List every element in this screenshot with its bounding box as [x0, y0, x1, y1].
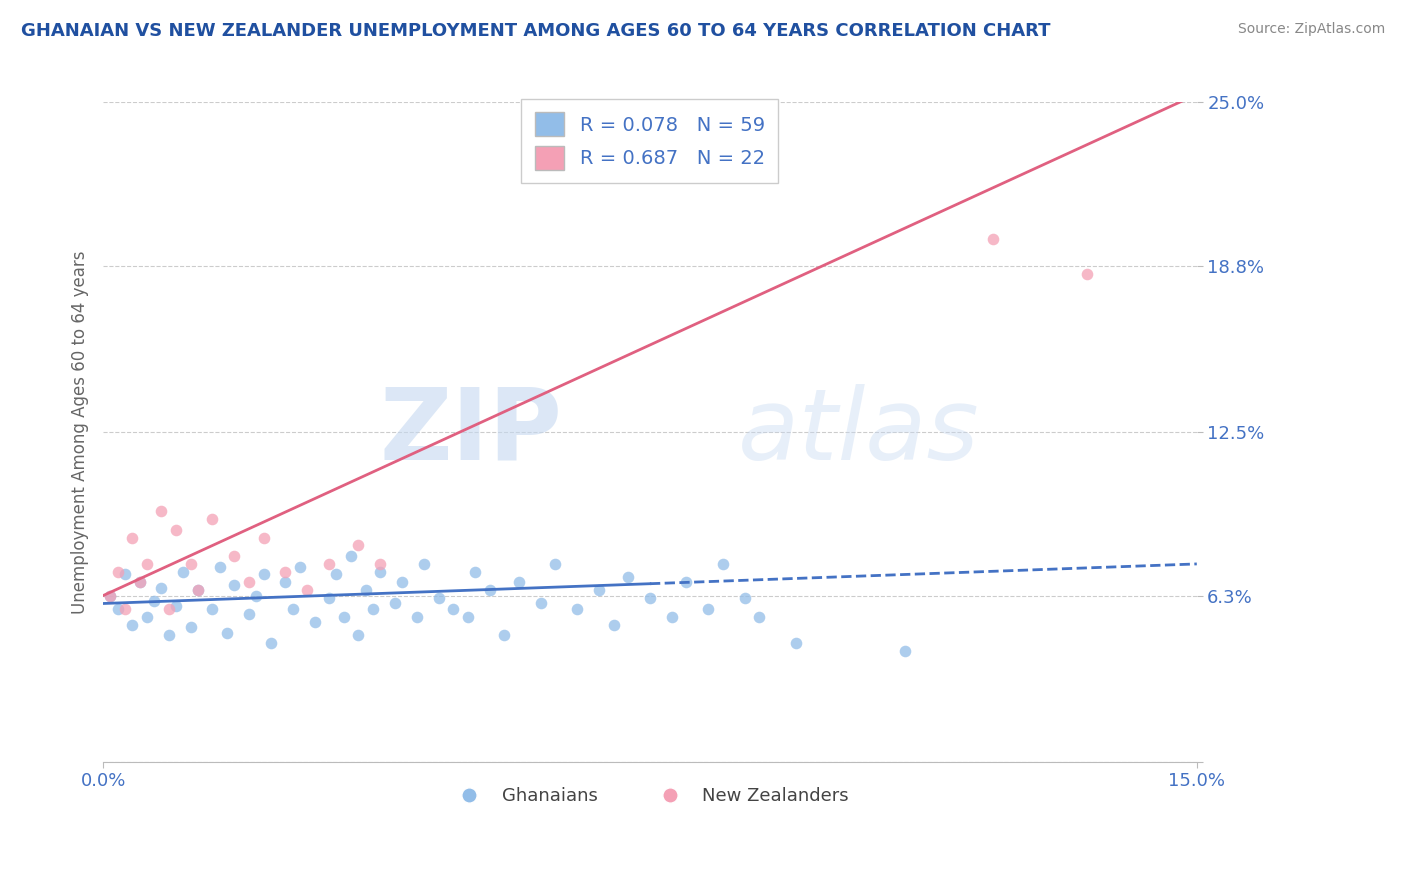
Point [208, 559, 231, 574]
Point [150, 504, 173, 518]
Point [332, 609, 354, 624]
Point [478, 583, 501, 598]
Point [180, 620, 202, 634]
Point [114, 567, 136, 582]
Point [274, 575, 297, 590]
Point [413, 557, 436, 571]
Point [107, 601, 129, 615]
Point [100, 589, 122, 603]
Point [201, 512, 224, 526]
Y-axis label: Unemployment Among Ages 60 to 64 years: Unemployment Among Ages 60 to 64 years [72, 251, 89, 614]
Point [114, 601, 136, 615]
Point [894, 644, 917, 658]
Point [457, 609, 479, 624]
Point [427, 591, 450, 606]
Point [157, 601, 180, 615]
Point [135, 557, 157, 571]
Text: Source: ZipAtlas.com: Source: ZipAtlas.com [1237, 22, 1385, 37]
Point [638, 591, 661, 606]
Point [274, 565, 297, 579]
Point [441, 601, 464, 615]
Point [187, 583, 209, 598]
Point [391, 575, 413, 590]
Point [734, 591, 756, 606]
Point [252, 531, 274, 545]
Point [697, 601, 720, 615]
Point [165, 599, 187, 614]
Point [260, 636, 283, 650]
Point [318, 557, 340, 571]
Point [107, 565, 129, 579]
Point [165, 523, 187, 537]
Point [748, 609, 770, 624]
Point [304, 615, 326, 629]
Point [361, 601, 384, 615]
Point [347, 539, 370, 553]
Point [711, 557, 734, 571]
Point [785, 636, 807, 650]
Text: GHANAIAN VS NEW ZEALANDER UNEMPLOYMENT AMONG AGES 60 TO 64 YEARS CORRELATION CHA: GHANAIAN VS NEW ZEALANDER UNEMPLOYMENT A… [21, 22, 1050, 40]
Point [157, 628, 180, 642]
Point [529, 597, 551, 611]
Point [661, 609, 683, 624]
Text: atlas: atlas [738, 384, 979, 481]
Point [675, 575, 697, 590]
Point [238, 575, 260, 590]
Point [150, 581, 173, 595]
Point [288, 559, 311, 574]
Point [368, 557, 391, 571]
Point [128, 575, 150, 590]
Point [508, 575, 530, 590]
Point [1076, 267, 1098, 281]
Point [143, 594, 166, 608]
Point [172, 565, 194, 579]
Point [602, 617, 624, 632]
Point [318, 591, 340, 606]
Point [588, 583, 610, 598]
Point [238, 607, 260, 621]
Point [565, 601, 588, 615]
Legend: Ghanaians, New Zealanders: Ghanaians, New Zealanders [444, 780, 856, 812]
Point [494, 628, 516, 642]
Point [100, 589, 122, 603]
Point [347, 628, 370, 642]
Point [252, 567, 274, 582]
Point [224, 549, 246, 563]
Text: ZIP: ZIP [380, 384, 562, 481]
Point [297, 583, 319, 598]
Point [224, 578, 246, 592]
Point [354, 583, 377, 598]
Point [180, 557, 202, 571]
Point [464, 565, 486, 579]
Point [217, 625, 239, 640]
Point [617, 570, 640, 584]
Point [405, 609, 427, 624]
Point [187, 583, 209, 598]
Point [384, 597, 406, 611]
Point [368, 565, 391, 579]
Point [245, 589, 267, 603]
Point [340, 549, 363, 563]
Point [121, 531, 143, 545]
Point [281, 601, 304, 615]
Point [135, 609, 157, 624]
Point [121, 617, 143, 632]
Point [325, 567, 347, 582]
Point [128, 575, 150, 590]
Point [544, 557, 567, 571]
Point [981, 232, 1004, 246]
Point [201, 601, 224, 615]
